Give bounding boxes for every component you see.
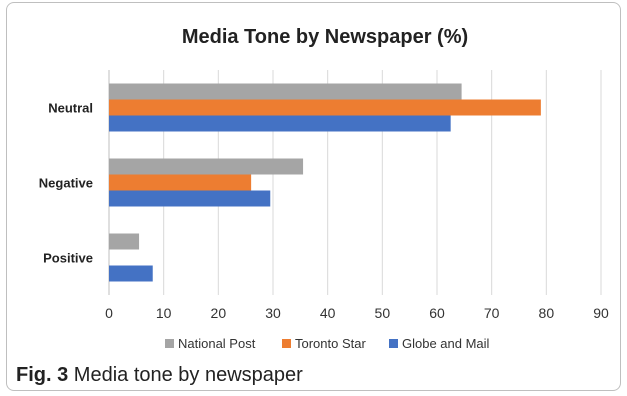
bar-globe-and-mail bbox=[109, 265, 153, 282]
bar-toronto-star bbox=[109, 174, 252, 191]
category-labels: Neutral Negative Positive bbox=[39, 101, 93, 266]
figure-caption: Fig. 3 Media tone by newspaper bbox=[16, 364, 303, 387]
bar-toronto-star bbox=[109, 99, 541, 116]
legend-swatch bbox=[389, 339, 398, 348]
x-tick-labels: 0 10 20 30 40 50 60 70 80 90 bbox=[105, 305, 609, 321]
legend-label: National Post bbox=[178, 336, 256, 351]
category-label: Negative bbox=[39, 176, 93, 191]
x-tick-label: 90 bbox=[593, 305, 609, 321]
category-label: Neutral bbox=[48, 101, 93, 116]
x-tick-label: 0 bbox=[105, 305, 113, 321]
caption-label: Fig. 3 bbox=[16, 364, 69, 386]
x-tick-label: 60 bbox=[429, 305, 445, 321]
x-tick-label: 40 bbox=[320, 305, 336, 321]
bar-globe-and-mail bbox=[109, 190, 271, 207]
legend-swatch bbox=[282, 339, 291, 348]
bars bbox=[109, 83, 541, 282]
x-tick-label: 10 bbox=[156, 305, 172, 321]
caption-text: Media tone by newspaper bbox=[73, 364, 303, 386]
legend-label: Globe and Mail bbox=[402, 336, 490, 351]
legend-label: Toronto Star bbox=[295, 336, 366, 351]
x-tick-label: 20 bbox=[211, 305, 227, 321]
bar-national-post bbox=[109, 83, 462, 100]
x-tick-label: 80 bbox=[539, 305, 555, 321]
bar-globe-and-mail bbox=[109, 115, 451, 132]
bar-national-post bbox=[109, 233, 140, 250]
x-tick-label: 70 bbox=[484, 305, 500, 321]
category-label: Positive bbox=[43, 251, 93, 266]
legend: National Post Toronto Star Globe and Mail bbox=[165, 336, 490, 351]
bar-national-post bbox=[109, 158, 304, 175]
legend-swatch bbox=[165, 339, 174, 348]
chart-title: Media Tone by Newspaper (%) bbox=[182, 26, 468, 48]
x-tick-label: 30 bbox=[265, 305, 281, 321]
x-tick-label: 50 bbox=[375, 305, 391, 321]
